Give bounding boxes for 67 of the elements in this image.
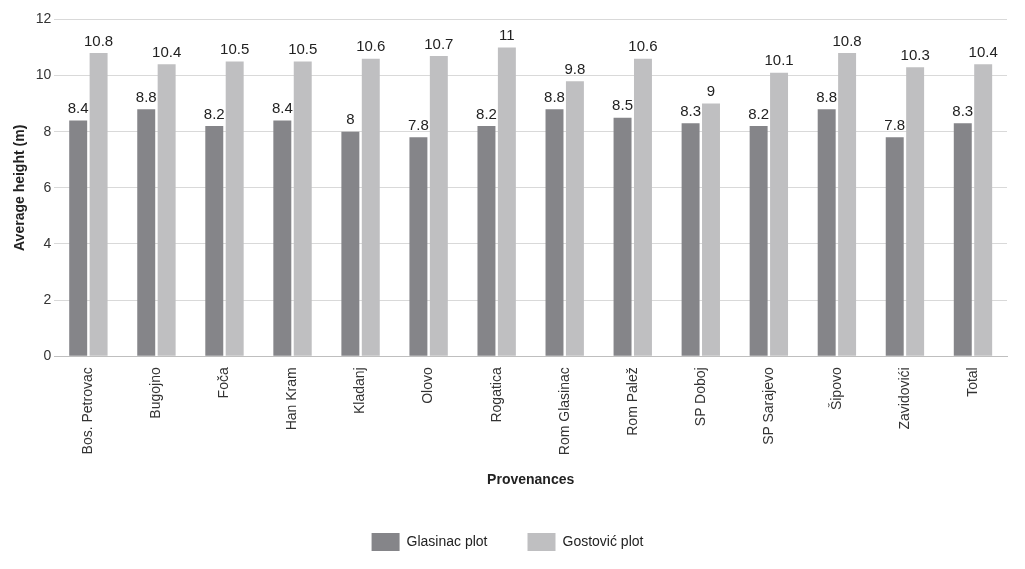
data-label: 8.8 [816,87,838,105]
x-tick-label: Rom Palež [623,367,640,436]
bar [205,126,224,356]
x-tick-label: Bugojno [147,367,164,419]
data-label: 8.2 [748,104,770,122]
bar [885,137,904,356]
data-label: 9 [706,82,716,100]
data-label: 10.1 [764,51,794,69]
data-label: 10.5 [288,40,318,58]
bar [749,126,768,356]
data-label: 11 [499,26,515,44]
y-tick-label: 0 [43,347,52,364]
x-tick-label: SP Sarajevo [759,367,776,445]
data-label: 10.4 [152,42,182,60]
data-label: 10.3 [900,45,930,63]
x-tick-label: Šipovo [827,367,844,411]
data-label: 8.3 [680,101,702,119]
y-tick-label: 4 [43,234,52,251]
data-label: 10.6 [356,37,386,55]
data-label: 10.8 [84,31,114,49]
bar [817,109,836,356]
y-tick-label: 6 [43,178,52,195]
data-label: 7.8 [884,115,906,133]
bar [409,137,428,356]
data-label: 10.7 [424,34,454,52]
data-label: 10.4 [968,42,998,60]
data-label: 8.8 [544,87,565,105]
bar [613,117,632,356]
data-label: 10.5 [220,40,250,58]
data-label: 8.8 [135,87,157,105]
bar [273,120,292,356]
x-tick-label: SP Doboj [691,367,708,427]
x-tick-label: Zavidovići [895,367,912,430]
y-tick-label: 12 [35,10,52,27]
x-tick-label: Total [963,367,980,397]
bar [69,120,88,356]
data-label: 8.5 [612,96,633,114]
y-tick-label: 10 [35,66,52,83]
x-axis-title: Provenances [487,471,575,488]
x-tick-label: Kladanj [351,367,368,414]
x-tick-label: Rogatica [487,367,504,423]
data-label: 8.3 [952,101,974,119]
x-tick-label: Rom Glasinac [555,367,572,456]
data-label: 10.8 [832,31,862,49]
y-tick-label: 8 [43,122,52,139]
data-label: 8.2 [203,104,225,122]
bar [545,109,564,356]
legend-label: Gostović plot [562,532,644,549]
legend-label: Glasinac plot [406,532,488,549]
x-tick-label: Bos. Petrovac [79,367,96,455]
bar [477,126,496,356]
bar [953,123,972,356]
bar [137,109,156,356]
data-label: 10.6 [628,37,658,55]
x-tick-label: Olovo [419,367,436,404]
bar [681,123,700,356]
data-label: 7.8 [407,115,429,133]
data-label: 8.4 [271,99,293,117]
x-tick-label: Han Kram [283,367,300,431]
data-label: 8 [346,110,355,128]
y-tick-label: 2 [43,291,52,307]
data-label: 8.2 [476,104,497,122]
data-label: 9.8 [564,59,586,77]
y-axis-title: Average height (m) [11,124,28,251]
data-label: 8.4 [67,99,89,117]
x-tick-label: Foča [215,367,232,399]
bar [341,131,360,356]
